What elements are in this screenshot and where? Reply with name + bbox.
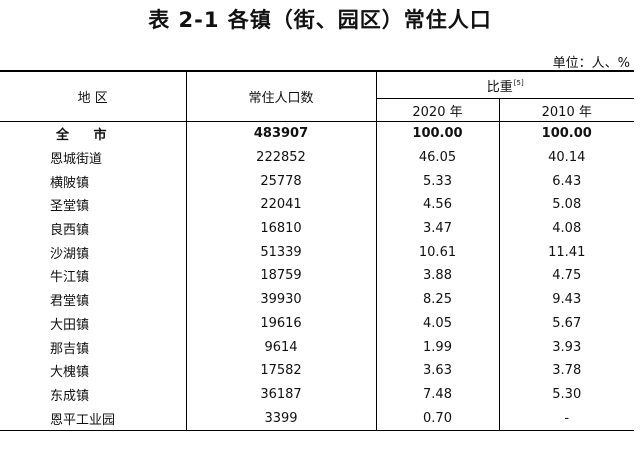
- row-share-2010: 5.30: [498, 382, 634, 407]
- row-name: 牛江镇: [50, 270, 90, 286]
- row-name: 恩城街道: [50, 152, 103, 168]
- table-row: 沙湖镇 51339 10.61 11.41: [0, 240, 634, 265]
- row-share-2010: 4.75: [498, 264, 634, 288]
- row-share-2010: 100.00: [498, 121, 634, 146]
- header-year-2010: 2010 年: [498, 98, 634, 122]
- row-share-2020: 3.88: [375, 264, 499, 288]
- row-share-2020: 46.05: [375, 145, 499, 170]
- header-region-label: 地 区: [77, 91, 108, 106]
- row-share-2020: 4.56: [375, 193, 499, 217]
- row-population: 483907: [185, 121, 376, 146]
- row-name: 圣堂镇: [50, 199, 90, 215]
- row-share-2010: 3.78: [498, 358, 634, 383]
- table-row: 大槐镇 17582 3.63 3.78: [0, 358, 634, 383]
- row-share-2010: -: [498, 406, 634, 431]
- row-name: 君堂镇: [50, 294, 90, 310]
- header-region: 地 区: [0, 70, 186, 122]
- row-population: 51339: [185, 240, 376, 265]
- table-row: 君堂镇 39930 8.25 9.43: [0, 287, 634, 312]
- row-population: 17582: [185, 358, 376, 383]
- row-population: 222852: [185, 145, 376, 170]
- table-row: 良西镇 16810 3.47 4.08: [0, 216, 634, 241]
- row-share-2020: 8.25: [375, 287, 499, 312]
- row-share-2020: 0.70: [375, 406, 499, 431]
- row-share-2020: 3.47: [375, 216, 499, 241]
- row-share-2020: 1.99: [375, 335, 499, 359]
- row-name: 横陂镇: [50, 175, 90, 191]
- header-population: 常住人口数: [185, 70, 376, 122]
- share-footnote-marker: [5]: [513, 79, 524, 88]
- row-population: 19616: [185, 311, 376, 336]
- table-title: 表 2-1 各镇（街、园区）常住人口: [148, 8, 492, 32]
- row-share-2010: 4.08: [498, 216, 634, 241]
- row-name: 大田镇: [50, 317, 90, 333]
- row-share-2010: 5.67: [498, 311, 634, 336]
- row-share-2010: 3.93: [498, 335, 634, 359]
- row-share-2010: 40.14: [498, 145, 634, 170]
- table-row: 恩平工业园 3399 0.70 -: [0, 406, 634, 431]
- row-population: 3399: [185, 406, 376, 431]
- row-population: 36187: [185, 382, 376, 407]
- row-share-2020: 7.48: [375, 382, 499, 407]
- row-share-2020: 10.61: [375, 240, 499, 265]
- row-name: 东成镇: [50, 388, 90, 404]
- row-name: 良西镇: [50, 223, 90, 239]
- row-share-2010: 5.08: [498, 193, 634, 217]
- row-name: 沙湖镇: [50, 246, 90, 262]
- row-population: 25778: [185, 169, 376, 194]
- row-population: 16810: [185, 216, 376, 241]
- table-row: 恩城街道 222852 46.05 40.14: [0, 145, 634, 170]
- population-table: 地 区 常住人口数 比重[5] 2020 年 2010 年 全 市 483907…: [0, 70, 634, 431]
- table-row: 牛江镇 18759 3.88 4.75: [0, 264, 634, 288]
- table-row: 大田镇 19616 4.05 5.67: [0, 311, 634, 336]
- table-row: 东成镇 36187 7.48 5.30: [0, 382, 634, 407]
- table-row-total: 全 市 483907 100.00 100.00: [0, 121, 634, 146]
- row-share-2020: 4.05: [375, 311, 499, 336]
- row-share-2010: 11.41: [498, 240, 634, 265]
- table-row: 圣堂镇 22041 4.56 5.08: [0, 193, 634, 217]
- row-share-2010: 6.43: [498, 169, 634, 194]
- row-share-2020: 5.33: [375, 169, 499, 194]
- header-share-label: 比重: [486, 79, 513, 95]
- row-population: 18759: [185, 264, 376, 288]
- row-population: 22041: [185, 193, 376, 217]
- row-share-2020: 3.63: [375, 358, 499, 383]
- unit-label: 单位：人、%: [552, 56, 630, 71]
- row-population: 9614: [185, 335, 376, 359]
- header-year-2020: 2020 年: [375, 98, 499, 122]
- table-row: 那吉镇 9614 1.99 3.93: [0, 335, 634, 359]
- row-name: 恩平工业园: [0, 406, 186, 431]
- row-name: 全 市: [56, 128, 117, 144]
- table-row: 横陂镇 25778 5.33 6.43: [0, 169, 634, 194]
- row-name: 大槐镇: [50, 365, 90, 381]
- row-share-2010: 9.43: [498, 287, 634, 312]
- row-name: 那吉镇: [50, 341, 90, 357]
- row-share-2020: 100.00: [375, 121, 499, 146]
- header-share: 比重[5]: [375, 70, 634, 99]
- row-population: 39930: [185, 287, 376, 312]
- header-population-label: 常住人口数: [248, 91, 314, 106]
